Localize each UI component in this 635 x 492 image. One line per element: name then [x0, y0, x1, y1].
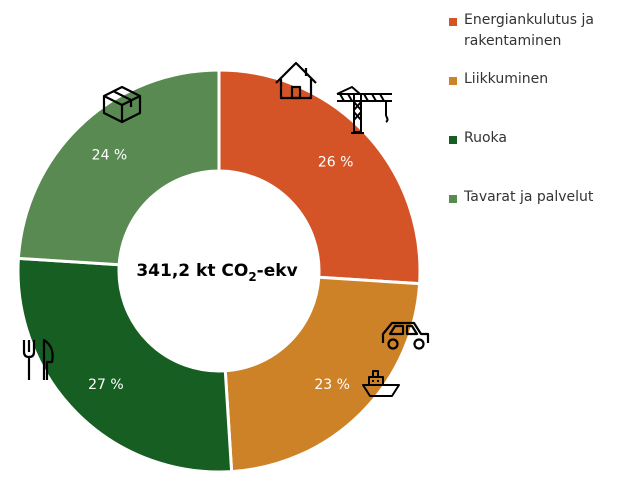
crane-icon [336, 85, 392, 134]
center-label-subscript: 2 [248, 270, 256, 284]
legend-label: Ruoka [464, 130, 507, 146]
donut-slice [16, 68, 221, 267]
slice-value-label: 26 % [318, 154, 354, 170]
legend-swatch [449, 195, 457, 203]
legend-swatch [449, 77, 457, 85]
donut-slice [223, 275, 422, 474]
donut-chart: 26 % 23 % 27 % 24 % 341,2 kt CO2-ekv [16, 61, 430, 474]
ship-icon [362, 370, 400, 397]
box-icon [102, 85, 142, 124]
house-icon [275, 61, 317, 100]
donut-slice [16, 256, 234, 474]
center-label-main: 341,2 kt CO [136, 261, 248, 281]
legend-label: Liikkuminen [464, 71, 549, 87]
slice-value-label: 23 % [314, 377, 350, 393]
legend-label: Energiankulutus ja rakentaminen [464, 12, 594, 49]
center-total-label: 341,2 kt CO2-ekv [136, 261, 297, 284]
legend-swatch [449, 18, 457, 26]
slice-value-label: 27 % [88, 377, 124, 393]
legend-label: Tavarat ja palvelut [464, 189, 594, 205]
slice-value-label: 24 % [92, 147, 128, 163]
car-icon [381, 321, 430, 350]
fork-knife-icon [22, 338, 54, 380]
donut-slice [217, 68, 422, 286]
legend-swatch [449, 136, 457, 144]
center-label-suffix: -ekv [257, 261, 298, 281]
